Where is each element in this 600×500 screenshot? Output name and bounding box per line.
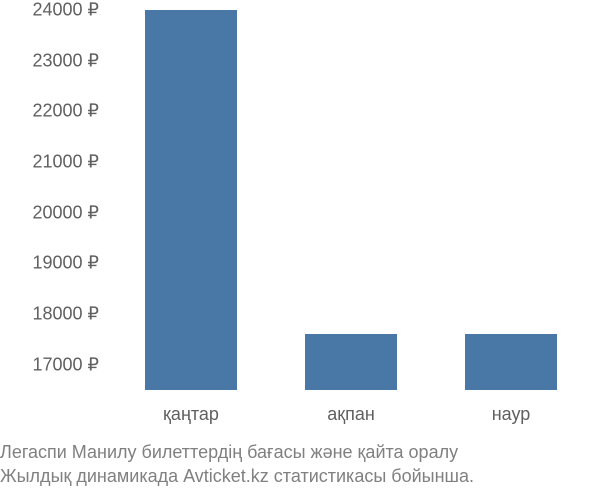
y-tick-label: 17000 ₽ <box>32 354 111 375</box>
y-tick-label: 20000 ₽ <box>32 202 111 223</box>
y-tick-label: 18000 ₽ <box>32 304 111 325</box>
caption-line-1: Легаспи Манилу билеттердің бағасы және қ… <box>0 440 600 464</box>
bar <box>305 334 398 390</box>
x-tick-label: наур <box>492 390 531 425</box>
chart-caption: Легаспи Манилу билеттердің бағасы және қ… <box>0 440 600 489</box>
caption-line-2: Жылдық динамикада Avticket.kz статистика… <box>0 464 600 488</box>
bar <box>465 334 558 390</box>
y-tick-label: 24000 ₽ <box>32 0 111 21</box>
x-tick-label: ақпан <box>327 390 375 425</box>
y-tick-label: 19000 ₽ <box>32 253 111 274</box>
bar <box>145 10 238 390</box>
y-tick-label: 21000 ₽ <box>32 152 111 173</box>
price-bar-chart: 17000 ₽ 18000 ₽ 19000 ₽ 20000 ₽ 21000 ₽ 22000… <box>0 0 600 500</box>
x-tick-label: қаңтар <box>163 390 219 425</box>
y-tick-label: 23000 ₽ <box>32 50 111 71</box>
plot-area: 17000 ₽18000 ₽19000 ₽20000 ₽21000 ₽22000… <box>110 10 591 391</box>
y-tick-label: 22000 ₽ <box>32 101 111 122</box>
